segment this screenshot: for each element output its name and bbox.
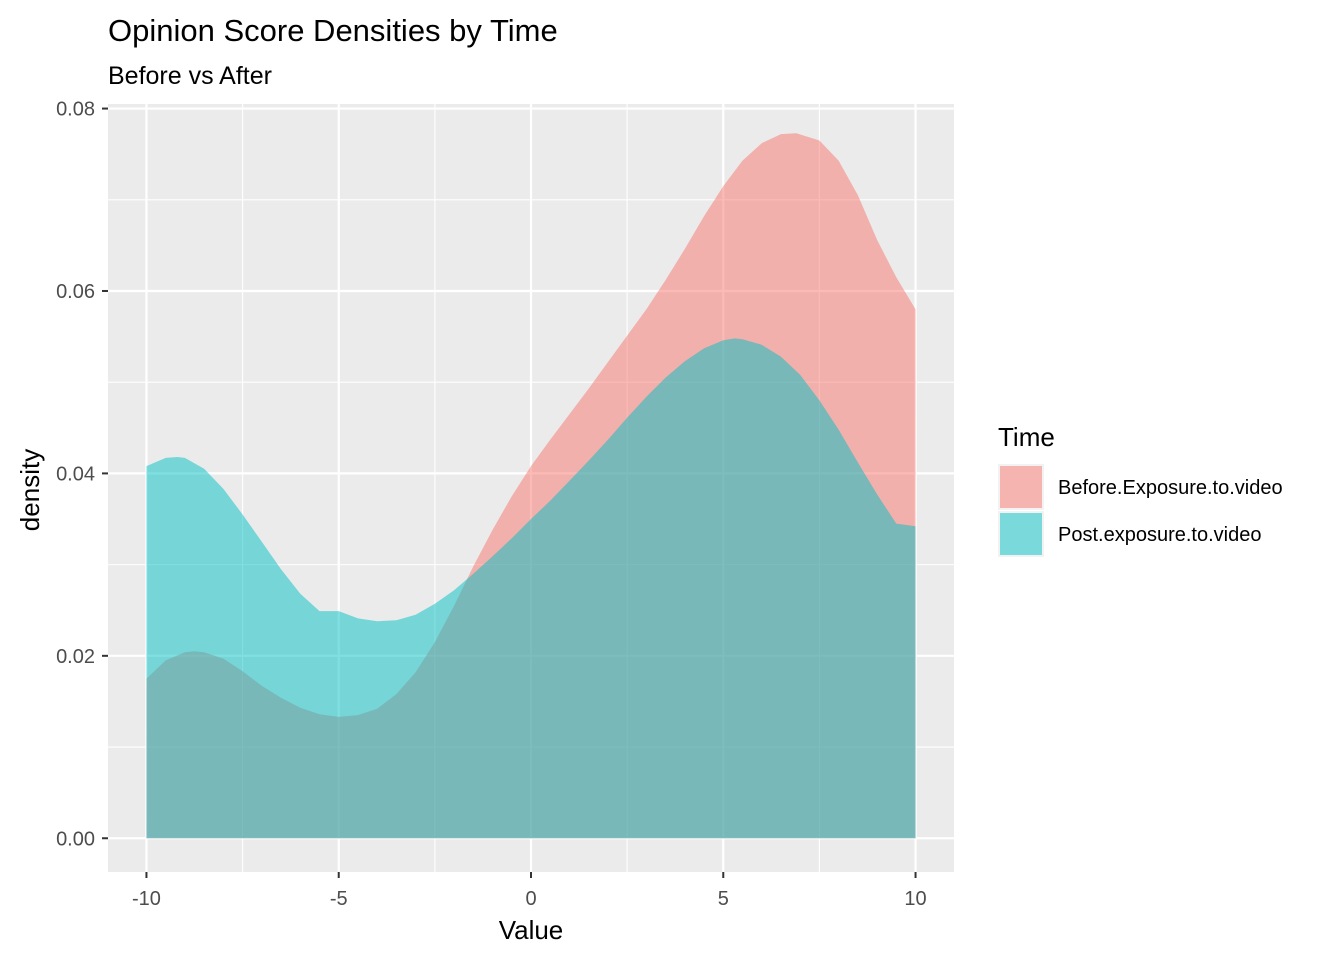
y-tick-labels: 0.00 0.02 0.04 0.06 0.08 — [56, 99, 95, 851]
x-tick-label: -5 — [330, 888, 348, 910]
legend-key-swatch — [1000, 513, 1042, 555]
density-areas — [146, 133, 916, 839]
legend-title: Time — [998, 422, 1055, 452]
y-tick-label: 0.08 — [56, 99, 95, 121]
legend: Time Before.Exposure.to.video Post.exposu… — [998, 422, 1283, 557]
legend-label: Post.exposure.to.video — [1058, 524, 1261, 546]
y-tick-label: 0.02 — [56, 646, 95, 668]
x-tick-labels: -10 -5 0 5 10 — [132, 888, 927, 910]
chart-title: Opinion Score Densities by Time — [108, 13, 558, 48]
x-tick-label: -10 — [132, 888, 161, 910]
chart-subtitle: Before vs After — [108, 62, 272, 90]
y-axis-title: density — [15, 449, 45, 531]
legend-items: Before.Exposure.to.video Post.exposure.to… — [998, 464, 1283, 557]
x-tick-label: 10 — [904, 888, 926, 910]
x-tick-label: 5 — [718, 888, 729, 910]
legend-key-swatch — [1000, 466, 1042, 508]
y-tick-label: 0.00 — [56, 828, 95, 850]
y-tick-label: 0.04 — [56, 463, 95, 485]
x-axis-title: Value — [499, 915, 564, 945]
axis-ticks — [102, 107, 917, 878]
y-tick-label: 0.06 — [56, 281, 95, 303]
x-tick-label: 0 — [525, 888, 536, 910]
density-area-2 — [146, 338, 916, 839]
legend-label: Before.Exposure.to.video — [1058, 477, 1283, 499]
